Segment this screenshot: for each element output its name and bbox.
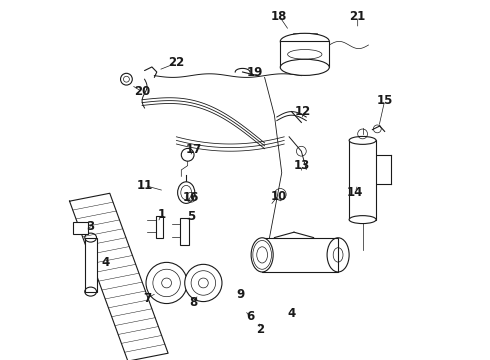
Circle shape xyxy=(146,262,187,303)
Bar xyxy=(262,238,338,272)
Ellipse shape xyxy=(280,59,329,76)
Text: 17: 17 xyxy=(185,143,202,156)
Text: 8: 8 xyxy=(190,296,197,309)
Circle shape xyxy=(185,264,222,302)
Text: 13: 13 xyxy=(293,159,310,172)
Text: 4: 4 xyxy=(288,307,295,320)
Text: 1: 1 xyxy=(158,208,166,221)
Ellipse shape xyxy=(349,216,376,224)
Text: 11: 11 xyxy=(136,179,153,192)
Ellipse shape xyxy=(280,33,329,49)
Text: 10: 10 xyxy=(271,190,288,203)
Text: 2: 2 xyxy=(256,323,264,336)
Text: 12: 12 xyxy=(294,105,311,118)
Bar xyxy=(73,222,88,234)
Text: 21: 21 xyxy=(349,10,366,23)
Bar xyxy=(280,41,329,67)
Text: 5: 5 xyxy=(187,210,195,222)
Ellipse shape xyxy=(349,136,376,144)
Text: 22: 22 xyxy=(168,57,185,69)
Text: 4: 4 xyxy=(101,256,109,269)
Text: 19: 19 xyxy=(246,66,263,78)
Bar xyxy=(180,218,189,245)
Text: 3: 3 xyxy=(87,220,95,233)
Text: 15: 15 xyxy=(376,94,393,107)
Text: 20: 20 xyxy=(134,85,150,98)
Text: 16: 16 xyxy=(183,191,199,204)
Ellipse shape xyxy=(178,182,195,203)
Text: 7: 7 xyxy=(143,292,151,305)
Circle shape xyxy=(121,73,132,85)
Bar xyxy=(156,216,163,238)
Bar xyxy=(85,238,97,292)
Text: 6: 6 xyxy=(246,310,254,323)
Bar xyxy=(349,140,376,220)
Text: 9: 9 xyxy=(236,288,244,301)
Ellipse shape xyxy=(251,238,273,272)
Text: 14: 14 xyxy=(347,186,364,199)
Circle shape xyxy=(181,148,194,161)
Text: 18: 18 xyxy=(271,10,288,23)
